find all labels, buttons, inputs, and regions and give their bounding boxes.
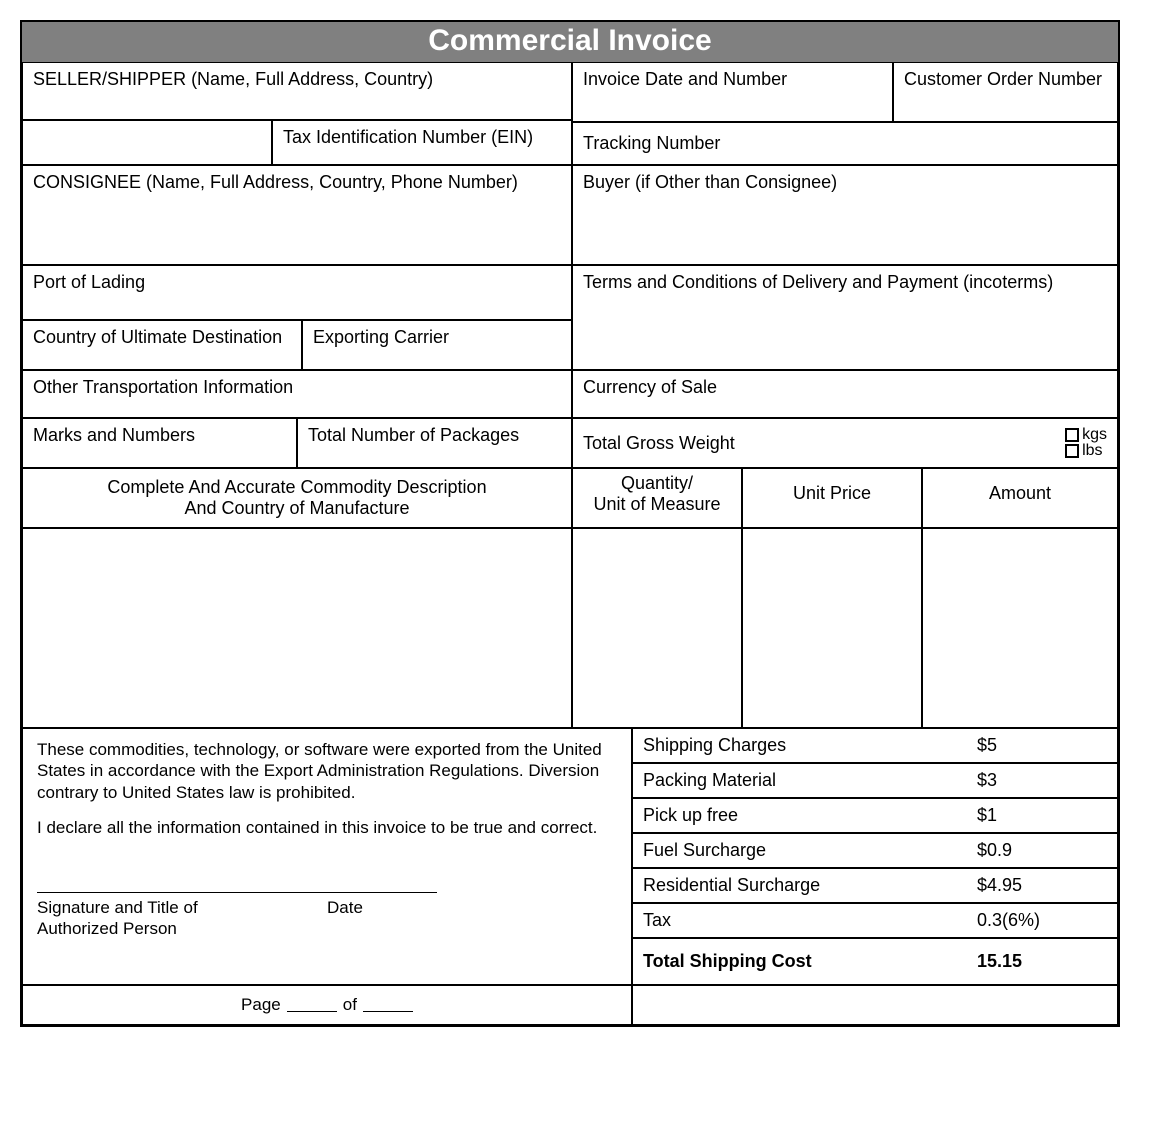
invoice-right-stack: Invoice Date and Number Customer Order N… — [572, 62, 1118, 165]
terms-label: Terms and Conditions of Delivery and Pay… — [583, 272, 1053, 292]
line-items-header: Complete And Accurate Commodity Descript… — [22, 468, 1118, 528]
port-of-lading-label: Port of Lading — [33, 272, 145, 292]
page-indicator: Page of — [22, 985, 632, 1025]
col-description-l2: And Country of Manufacture — [33, 498, 561, 519]
charge-value: 0.3(6%) — [967, 904, 1117, 937]
country-destination-field[interactable]: Country of Ultimate Destination — [22, 320, 302, 370]
exporting-carrier-field[interactable]: Exporting Carrier — [302, 320, 572, 370]
item-quantity-cell[interactable] — [572, 528, 742, 728]
row-declaration-charges: These commodities, technology, or softwa… — [22, 728, 1118, 985]
item-amount-cell[interactable] — [922, 528, 1118, 728]
form-title: Commercial Invoice — [22, 22, 1118, 62]
other-transport-label: Other Transportation Information — [33, 377, 293, 397]
date-label: Date — [327, 897, 363, 940]
port-block: Port of Lading Country of Ultimate Desti… — [22, 265, 572, 370]
page-total-blank[interactable] — [363, 998, 413, 1012]
buyer-label: Buyer (if Other than Consignee) — [583, 172, 837, 192]
footer-right-blank — [632, 985, 1118, 1025]
row-seller-invoice: SELLER/SHIPPER (Name, Full Address, Coun… — [22, 62, 1118, 165]
tax-ein-label: Tax Identification Number (EIN) — [283, 127, 533, 147]
total-packages-label: Total Number of Packages — [308, 425, 519, 445]
charge-value: $0.9 — [967, 834, 1117, 867]
port-of-lading-field[interactable]: Port of Lading — [22, 265, 572, 320]
total-value: 15.15 — [967, 941, 1117, 982]
page-word: Page — [241, 995, 281, 1015]
charge-value: $1 — [967, 799, 1117, 832]
invoice-date-number-label: Invoice Date and Number — [583, 69, 787, 89]
signature-label: Signature and Title of Authorized Person — [37, 897, 237, 940]
other-transport-field[interactable]: Other Transportation Information — [22, 370, 572, 418]
customer-order-label: Customer Order Number — [904, 69, 1102, 89]
total-gross-weight-field[interactable]: Total Gross Weight kgs lbs — [572, 418, 1118, 468]
signature-line[interactable] — [37, 892, 437, 893]
seller-label: SELLER/SHIPPER (Name, Full Address, Coun… — [33, 69, 433, 89]
row-other-currency: Other Transportation Information Currenc… — [22, 370, 1118, 418]
consignee-field[interactable]: CONSIGNEE (Name, Full Address, Country, … — [22, 165, 572, 265]
item-unit-price-cell[interactable] — [742, 528, 922, 728]
charge-row: Tax 0.3(6%) — [632, 903, 1118, 938]
seller-block: SELLER/SHIPPER (Name, Full Address, Coun… — [22, 62, 572, 165]
charge-label: Fuel Surcharge — [633, 834, 967, 867]
total-gross-weight-label: Total Gross Weight — [583, 433, 735, 454]
weight-unit-checkboxes: kgs lbs — [1065, 427, 1107, 459]
lbs-label: lbs — [1082, 442, 1102, 459]
col-unit-price: Unit Price — [742, 468, 922, 528]
terms-field[interactable]: Terms and Conditions of Delivery and Pay… — [572, 265, 1118, 370]
exporting-carrier-label: Exporting Carrier — [313, 327, 449, 347]
charge-label: Tax — [633, 904, 967, 937]
charge-label: Residential Surcharge — [633, 869, 967, 902]
col-quantity: Quantity/ Unit of Measure — [572, 468, 742, 528]
charge-row: Shipping Charges $5 — [632, 728, 1118, 763]
seller-shipper-field[interactable]: SELLER/SHIPPER (Name, Full Address, Coun… — [22, 62, 572, 120]
currency-field[interactable]: Currency of Sale — [572, 370, 1118, 418]
row-marks-weight: Marks and Numbers Total Number of Packag… — [22, 418, 1118, 468]
tracking-number-label: Tracking Number — [583, 133, 720, 153]
checkbox-lbs[interactable] — [1065, 444, 1079, 458]
col-amount: Amount — [922, 468, 1118, 528]
col-quantity-l1: Quantity/ — [583, 473, 731, 494]
charge-label: Pick up free — [633, 799, 967, 832]
charge-row-total: Total Shipping Cost 15.15 — [632, 938, 1118, 985]
row-port-terms: Port of Lading Country of Ultimate Desti… — [22, 265, 1118, 370]
charge-row: Packing Material $3 — [632, 763, 1118, 798]
declaration-paragraph-2: I declare all the information contained … — [37, 817, 617, 838]
seller-sub-blank[interactable] — [22, 120, 272, 165]
item-description-cell[interactable] — [22, 528, 572, 728]
checkbox-kgs[interactable] — [1065, 428, 1079, 442]
charge-label: Packing Material — [633, 764, 967, 797]
charge-row: Residential Surcharge $4.95 — [632, 868, 1118, 903]
tracking-number-field[interactable]: Tracking Number — [572, 122, 1118, 165]
consignee-label: CONSIGNEE (Name, Full Address, Country, … — [33, 172, 518, 192]
invoice-date-number-field[interactable]: Invoice Date and Number — [572, 62, 893, 122]
total-packages-field[interactable]: Total Number of Packages — [297, 418, 572, 468]
total-label: Total Shipping Cost — [633, 941, 967, 982]
col-description-l1: Complete And Accurate Commodity Descript… — [33, 477, 561, 498]
commercial-invoice-form: Commercial Invoice SELLER/SHIPPER (Name,… — [20, 20, 1120, 1027]
marks-numbers-field[interactable]: Marks and Numbers — [22, 418, 297, 468]
tax-ein-field[interactable]: Tax Identification Number (EIN) — [272, 120, 572, 165]
customer-order-field[interactable]: Customer Order Number — [893, 62, 1118, 122]
buyer-field[interactable]: Buyer (if Other than Consignee) — [572, 165, 1118, 265]
charge-label: Shipping Charges — [633, 729, 967, 762]
charge-value: $4.95 — [967, 869, 1117, 902]
line-items-body — [22, 528, 1118, 728]
charge-value: $5 — [967, 729, 1117, 762]
charge-row: Pick up free $1 — [632, 798, 1118, 833]
currency-label: Currency of Sale — [583, 377, 717, 397]
marks-numbers-label: Marks and Numbers — [33, 425, 195, 445]
declaration-paragraph-1: These commodities, technology, or softwa… — [37, 739, 617, 803]
charge-value: $3 — [967, 764, 1117, 797]
col-description: Complete And Accurate Commodity Descript… — [22, 468, 572, 528]
country-destination-label: Country of Ultimate Destination — [33, 327, 282, 347]
charge-row: Fuel Surcharge $0.9 — [632, 833, 1118, 868]
footer-row: Page of — [22, 985, 1118, 1025]
declaration-block: These commodities, technology, or softwa… — [22, 728, 632, 985]
of-word: of — [343, 995, 357, 1015]
kgs-label: kgs — [1082, 426, 1107, 443]
col-quantity-l2: Unit of Measure — [583, 494, 731, 515]
charges-table: Shipping Charges $5 Packing Material $3 … — [632, 728, 1118, 985]
page-number-blank[interactable] — [287, 998, 337, 1012]
row-consignee-buyer: CONSIGNEE (Name, Full Address, Country, … — [22, 165, 1118, 265]
